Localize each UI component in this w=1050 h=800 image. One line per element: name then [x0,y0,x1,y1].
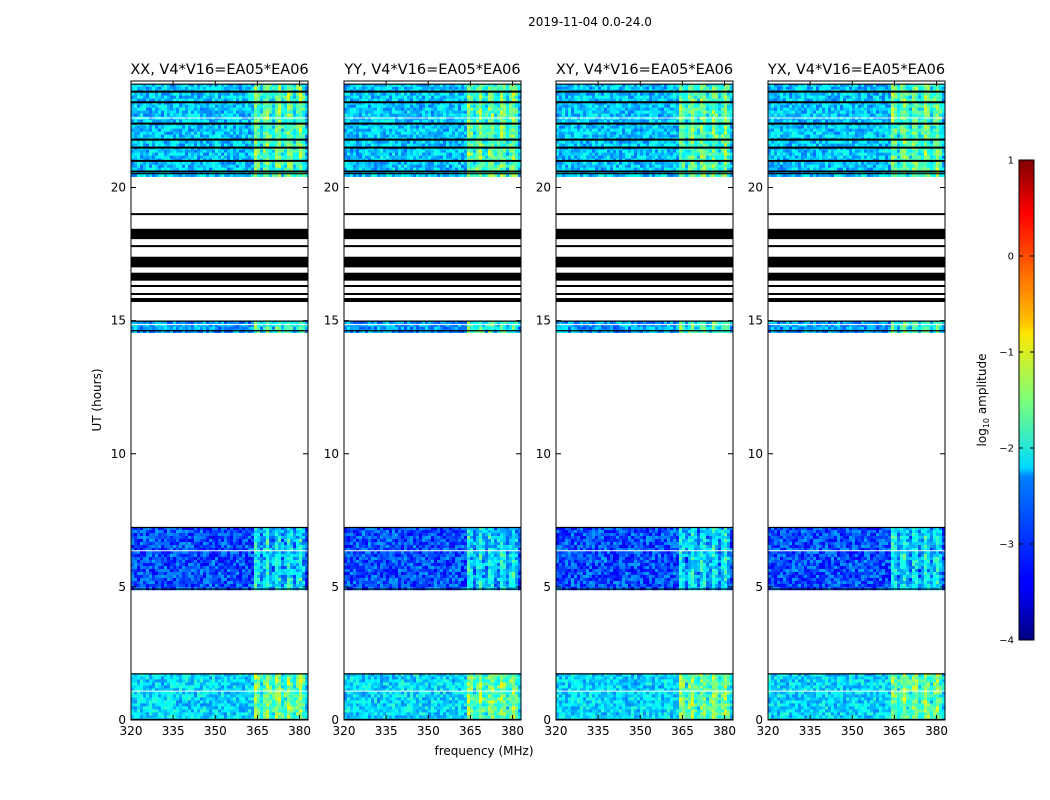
panel-0: XX, V4*V16=EA05*EA06 320 335 350 365 380 0 5 10 1… [111,62,311,738]
x-tick-label: 380 [501,724,524,738]
x-tick-label: 320 [120,724,143,738]
x-tick-label: 350 [204,724,227,738]
colorbar-tick-label: −3 [999,540,1014,551]
panels: XX, V4*V16=EA05*EA06 320 335 350 365 380 0 5 10 1… [111,62,948,738]
y-tick-label: 0 [118,713,126,727]
colorbar-tick-label: −2 [999,444,1014,455]
y-axis-label: UT (hours) [90,368,104,431]
x-tick-label: 335 [162,724,185,738]
y-tick-label: 0 [543,713,551,727]
y-tick-label: 15 [324,314,339,328]
x-tick-label: 365 [459,724,482,738]
colorbar-tick-label: −4 [999,636,1014,647]
x-tick-label: 335 [587,724,610,738]
x-axis-label: frequency (MHz) [434,744,533,758]
y-tick-label: 20 [324,181,339,195]
panel-image [344,83,521,720]
x-tick-label: 365 [883,724,906,738]
panel-title: XX, V4*V16=EA05*EA06 [130,62,308,78]
panel-frame [555,80,734,721]
x-tick-label: 350 [629,724,652,738]
y-tick-label: 20 [748,181,763,195]
x-tick-label: 335 [799,724,822,738]
y-tick-label: 10 [748,447,763,461]
panel-title: YY, V4*V16=EA05*EA06 [343,62,520,78]
colorbar: 1 0 −1 −2 −3 −4 log10 amplitude [975,156,1035,647]
panel-2: XY, V4*V16=EA05*EA06 320 335 350 365 380 0 5 10 1… [536,62,736,738]
x-tick-label: 380 [925,724,948,738]
y-tick-label: 5 [543,580,551,594]
colorbar-gradient [1018,159,1035,641]
y-tick-label: 5 [331,580,339,594]
x-tick-label: 380 [713,724,736,738]
y-tick-label: 10 [536,447,551,461]
panel-1: YY, V4*V16=EA05*EA06 320 335 350 365 380 0 5 10 1… [324,62,524,738]
y-tick-label: 5 [118,580,126,594]
colorbar-tick-label: 0 [1008,252,1014,263]
figure-title: 2019-11-04 0.0-24.0 [528,15,652,29]
colorbar-tick-label: 1 [1008,156,1014,167]
y-tick-label: 15 [536,314,551,328]
panel-image [131,83,308,720]
x-tick-label: 365 [246,724,269,738]
panel-3: YX, V4*V16=EA05*EA06 320 335 350 365 380 0 5 10 1… [748,62,948,738]
panel-image [556,83,733,720]
y-tick-label: 10 [111,447,126,461]
x-tick-label: 320 [545,724,568,738]
y-tick-label: 20 [536,181,551,195]
x-tick-label: 335 [375,724,398,738]
panel-frame [130,80,309,721]
panel-frame [343,80,522,721]
colorbar-label: log10 amplitude [975,354,991,447]
panel-title: XY, V4*V16=EA05*EA06 [556,62,733,78]
x-tick-label: 350 [841,724,864,738]
x-tick-label: 380 [288,724,311,738]
colorbar-ticks: 1 0 −1 −2 −3 −4 [999,156,1034,647]
y-tick-label: 10 [324,447,339,461]
y-tick-label: 20 [111,181,126,195]
panel-frame [767,80,946,721]
y-tick-label: 0 [755,713,763,727]
panel-title: YX, V4*V16=EA05*EA06 [767,62,945,78]
y-tick-label: 0 [331,713,339,727]
y-tick-label: 15 [111,314,126,328]
x-tick-label: 320 [757,724,780,738]
x-tick-label: 320 [333,724,356,738]
colorbar-tick-label: −1 [999,348,1014,359]
y-tick-label: 15 [748,314,763,328]
panel-image [768,83,945,720]
x-tick-label: 350 [417,724,440,738]
y-tick-label: 5 [755,580,763,594]
x-tick-label: 365 [671,724,694,738]
